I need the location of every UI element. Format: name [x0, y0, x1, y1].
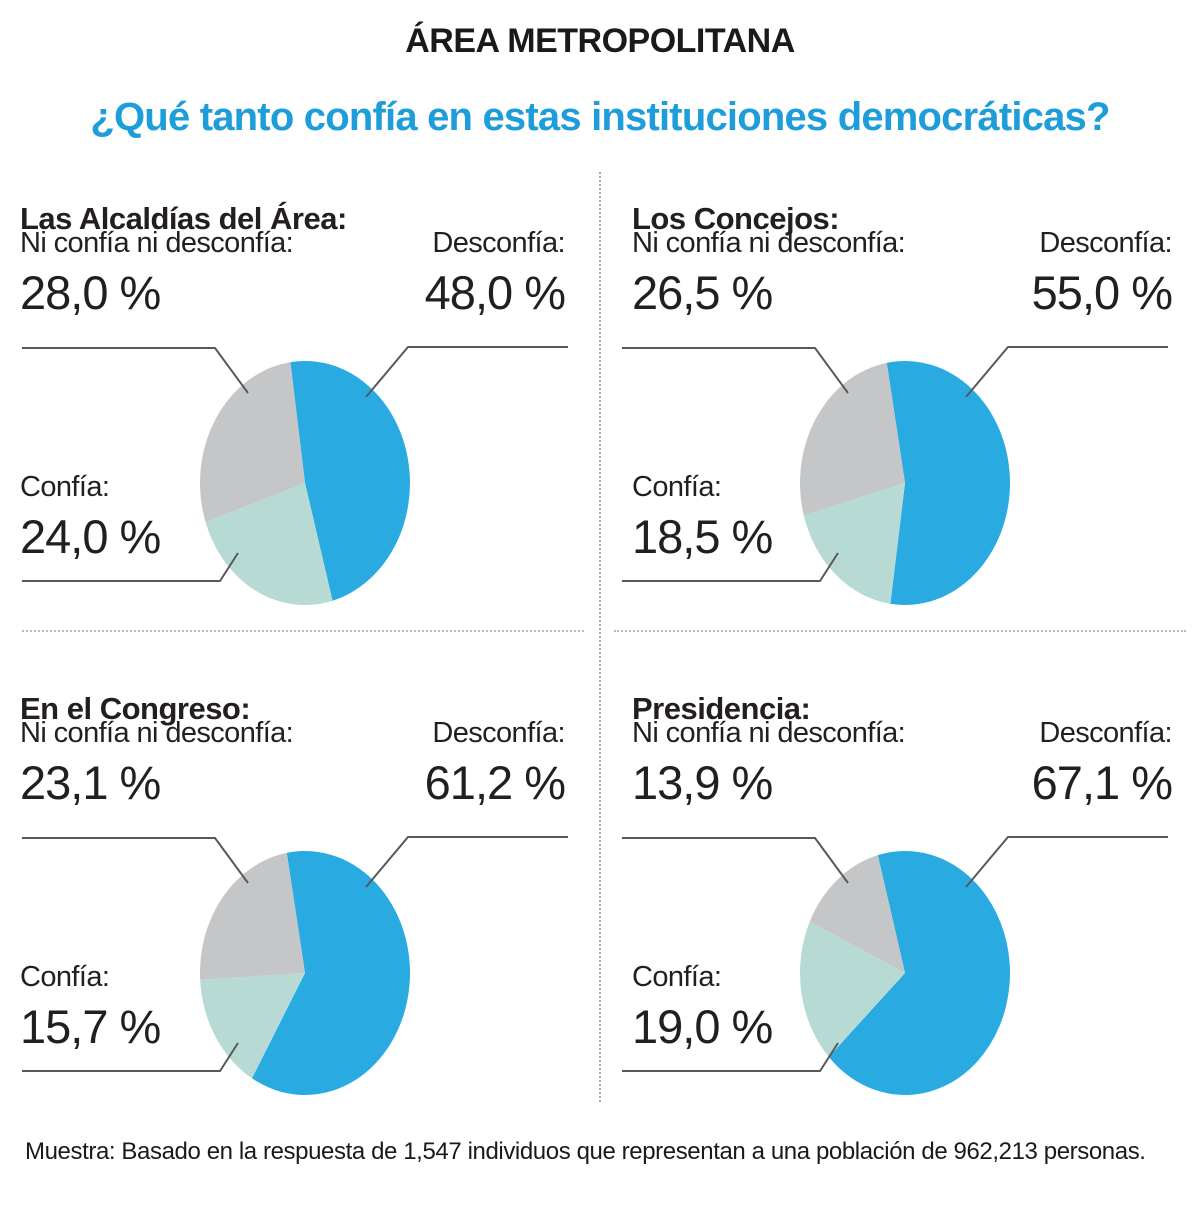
pie-slice [803, 483, 905, 604]
neutral-value: 13,9 % [632, 756, 773, 809]
pie-slice [828, 851, 1010, 1096]
callout-leader-line [965, 836, 1168, 888]
distrust-label: Desconfía: [1039, 717, 1172, 749]
trust-label: Confía: [632, 961, 722, 993]
callout-leader-line [965, 346, 1168, 398]
institution-title: Las Alcaldías del Área: [20, 200, 347, 236]
pie-slice [809, 855, 905, 973]
distrust-value: 55,0 % [1031, 266, 1173, 319]
trust-value: 15,7 % [20, 1000, 161, 1053]
neutral-value: 23,1 % [20, 756, 161, 809]
distrust-label: Desconfía: [432, 227, 565, 259]
institution-title: Presidencia: [632, 690, 811, 726]
distrust-value: 67,1 % [1031, 756, 1173, 809]
trust-label: Confía: [20, 961, 110, 993]
callout-leader-line [622, 347, 849, 394]
neutral-label: Ni confía ni desconfía: [20, 717, 294, 749]
divider-vertical [599, 172, 601, 1102]
pie-chart-alcaldias [22, 346, 568, 605]
institution-title: En el Congreso: [20, 690, 251, 726]
distrust-value: 48,0 % [424, 266, 566, 319]
trust-value: 24,0 % [20, 510, 161, 563]
divider-horizontal-right [614, 630, 1186, 632]
pie-slice [800, 921, 905, 1057]
panel-presidencia: Presidencia: Ni confía ni desconfía: 13,… [600, 655, 1200, 1130]
neutral-label: Ni confía ni desconfía: [632, 717, 906, 749]
sample-note: Muestra: Basado en la respuesta de 1,547… [25, 1138, 1146, 1165]
pie-slice [199, 362, 305, 523]
panel-congreso: En el Congreso: Ni confía ni desconfía: … [0, 655, 600, 1130]
trust-value: 19,0 % [632, 1000, 773, 1053]
callout-leader-line [22, 837, 249, 884]
institution-title: Los Concejos: [632, 200, 840, 236]
pie-slice [799, 362, 905, 516]
pie-slice [205, 483, 333, 605]
trust-value: 18,5 % [632, 510, 773, 563]
trust-label: Confía: [20, 471, 110, 503]
pie-slice [290, 361, 410, 601]
callout-leader-line [22, 1042, 239, 1072]
pie-slice [886, 360, 1011, 605]
divider-horizontal-left [22, 630, 584, 632]
callout-leader-line [22, 347, 249, 394]
distrust-label: Desconfía: [432, 717, 565, 749]
callout-leader-line [622, 1042, 839, 1072]
callout-leader-line [22, 552, 239, 582]
pie-chart-congreso [22, 836, 568, 1095]
distrust-label: Desconfía: [1039, 227, 1172, 259]
neutral-value: 26,5 % [632, 266, 773, 319]
pie-chart-presidencia [622, 836, 1168, 1096]
callout-leader-line [622, 552, 839, 582]
neutral-label: Ni confía ni desconfía: [632, 227, 906, 259]
callout-leader-line [365, 346, 568, 398]
neutral-value: 28,0 % [20, 266, 161, 319]
trust-label: Confía: [632, 471, 722, 503]
panel-alcaldias: Las Alcaldías del Área: Ni confía ni des… [0, 165, 600, 640]
panel-concejos: Los Concejos: Ni confía ni desconfía: 26… [600, 165, 1200, 640]
pie-slice [200, 973, 305, 1079]
callout-leader-line [365, 836, 568, 888]
page-title: ÁREA METROPOLITANA [405, 22, 795, 60]
pie-slice [251, 850, 410, 1095]
neutral-label: Ni confía ni desconfía: [20, 227, 294, 259]
pie-slice [199, 852, 305, 980]
pie-chart-concejos [622, 346, 1168, 605]
distrust-value: 61,2 % [424, 756, 566, 809]
callout-leader-line [622, 837, 849, 884]
page-subtitle: ¿Qué tanto confía en estas instituciones… [90, 95, 1110, 139]
